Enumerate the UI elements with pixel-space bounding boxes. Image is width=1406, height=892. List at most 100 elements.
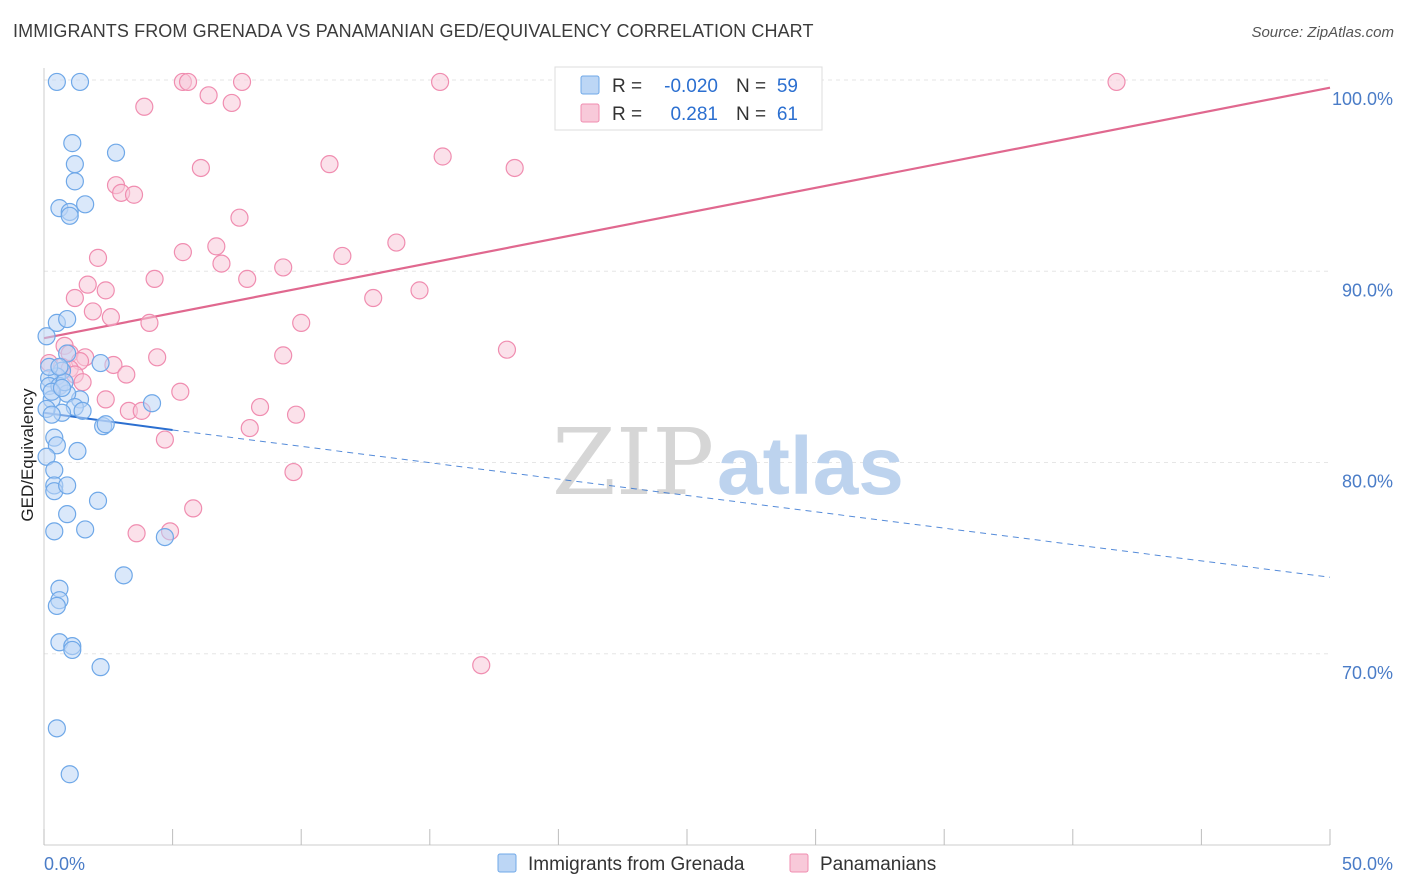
- point-panamanian: [124, 185, 144, 204]
- point-panamanian: [472, 656, 491, 675]
- point-grenada: [58, 344, 77, 363]
- point-grenada: [58, 309, 77, 329]
- point-panamanian: [320, 155, 339, 174]
- point-grenada: [91, 658, 110, 677]
- chart-title: IMMIGRANTS FROM GRENADA VS PANAMANIAN GE…: [13, 21, 814, 41]
- point-panamanian: [88, 248, 108, 267]
- bottom-legend-swatch-blue: [497, 853, 517, 873]
- point-grenada: [155, 527, 174, 547]
- trend-line-panamanian: [43, 86, 1331, 340]
- point-grenada: [58, 505, 77, 524]
- point-panamanian: [117, 365, 136, 384]
- point-panamanian: [240, 418, 259, 438]
- point-panamanian: [78, 275, 97, 294]
- point-panamanian: [250, 397, 270, 417]
- point-grenada: [47, 436, 66, 455]
- point-panamanian: [1107, 72, 1126, 92]
- legend-n-label-1: N =: [736, 76, 766, 97]
- point-panamanian: [387, 233, 406, 252]
- point-grenada: [63, 640, 82, 660]
- point-grenada: [47, 72, 66, 92]
- point-panamanian: [96, 281, 115, 300]
- point-grenada: [65, 172, 84, 191]
- y-tick-label: 70.0%: [1342, 663, 1393, 683]
- point-panamanian: [364, 288, 383, 308]
- point-panamanian: [178, 72, 198, 92]
- point-panamanian: [333, 246, 352, 266]
- gridlines: [44, 79, 1330, 655]
- data-points: [37, 72, 1126, 784]
- point-grenada: [88, 491, 108, 510]
- point-panamanian: [230, 208, 249, 227]
- point-grenada: [65, 155, 84, 174]
- legend-r-value-2: 0.281: [670, 104, 718, 125]
- watermark-zip: ZIP: [552, 409, 714, 516]
- y-axis-label: GED/Equivalency: [18, 388, 37, 522]
- point-grenada: [37, 327, 56, 346]
- point-panamanian: [274, 346, 293, 365]
- point-grenada: [142, 394, 162, 413]
- point-panamanian: [96, 390, 115, 409]
- point-grenada: [70, 72, 90, 92]
- x-tick-labels: 0.0% 50.0%: [44, 854, 1393, 874]
- point-panamanian: [127, 524, 146, 543]
- y-tick-labels: 70.0% 80.0% 90.0% 100.0%: [1332, 89, 1393, 683]
- point-grenada: [37, 447, 56, 466]
- bottom-legend-swatch-pink: [789, 853, 809, 873]
- point-panamanian: [171, 382, 190, 401]
- point-panamanian: [222, 93, 241, 113]
- point-grenada: [60, 765, 79, 784]
- legend-n-value-2: 61: [777, 104, 798, 125]
- point-panamanian: [238, 269, 257, 288]
- point-panamanian: [207, 237, 226, 256]
- legend-r-label-1: R =: [612, 76, 642, 97]
- point-panamanian: [101, 308, 120, 327]
- point-grenada: [73, 401, 92, 420]
- point-panamanian: [145, 269, 164, 288]
- point-panamanian: [410, 281, 429, 300]
- point-grenada: [52, 378, 72, 398]
- point-grenada: [114, 566, 133, 585]
- legend-r-label-2: R =: [612, 104, 642, 125]
- point-grenada: [50, 357, 69, 376]
- legend-swatch-pink: [580, 103, 600, 123]
- point-panamanian: [497, 340, 517, 359]
- point-panamanian: [433, 147, 452, 166]
- y-tick-label: 90.0%: [1342, 280, 1393, 300]
- point-panamanian: [505, 158, 524, 178]
- point-panamanian: [155, 430, 174, 449]
- point-grenada: [63, 134, 82, 153]
- point-panamanian: [430, 72, 450, 92]
- legend-swatch-blue: [580, 75, 600, 95]
- point-panamanian: [212, 254, 231, 273]
- point-grenada: [47, 719, 66, 738]
- point-panamanian: [232, 72, 252, 92]
- point-grenada: [91, 353, 110, 373]
- point-grenada: [76, 195, 95, 214]
- point-grenada: [60, 206, 79, 225]
- point-grenada: [76, 520, 95, 539]
- legend-n-label-2: N =: [736, 104, 766, 125]
- point-grenada: [45, 461, 64, 480]
- point-panamanian: [148, 348, 167, 367]
- point-grenada: [68, 441, 87, 461]
- point-panamanian: [199, 86, 218, 105]
- legend: R = -0.020 N = 59 R = 0.281 N = 61: [554, 66, 823, 131]
- watermark-atlas: atlas: [717, 421, 904, 512]
- chart-source: Source: ZipAtlas.com: [1251, 24, 1394, 41]
- x-tick-label-max: 50.0%: [1342, 854, 1393, 874]
- point-panamanian: [286, 405, 306, 424]
- point-panamanian: [284, 462, 303, 482]
- x-tick-label-min: 0.0%: [44, 854, 85, 874]
- point-grenada: [45, 522, 64, 541]
- point-panamanian: [83, 302, 102, 321]
- point-panamanian: [135, 97, 154, 116]
- point-panamanian: [173, 243, 192, 262]
- point-grenada: [58, 476, 77, 495]
- bottom-legend-label-pink: Panamanians: [820, 854, 936, 875]
- bottom-legend-label-blue: Immigrants from Grenada: [528, 854, 745, 875]
- point-panamanian: [191, 158, 210, 178]
- point-panamanian: [184, 499, 203, 518]
- legend-r-value-1: -0.020: [664, 76, 718, 97]
